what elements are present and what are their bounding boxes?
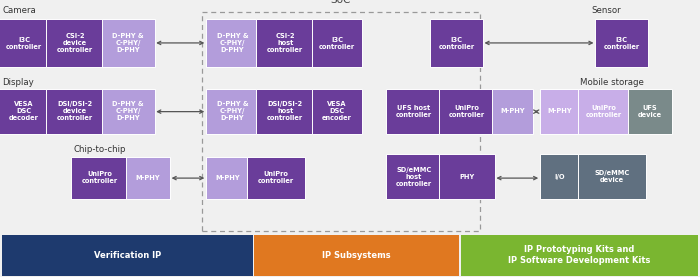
FancyBboxPatch shape xyxy=(254,235,459,276)
FancyBboxPatch shape xyxy=(540,154,580,199)
Text: IP Prototyping Kits and
IP Software Development Kits: IP Prototyping Kits and IP Software Deve… xyxy=(508,245,650,265)
Text: M-PHY: M-PHY xyxy=(500,109,525,114)
FancyBboxPatch shape xyxy=(595,19,648,67)
Text: VESA
DSC
decoder: VESA DSC decoder xyxy=(9,101,39,122)
Text: SoC: SoC xyxy=(330,0,351,5)
FancyBboxPatch shape xyxy=(2,235,253,276)
Text: I3C
controller: I3C controller xyxy=(319,37,355,50)
Text: Display: Display xyxy=(2,78,34,87)
FancyBboxPatch shape xyxy=(256,89,314,134)
FancyBboxPatch shape xyxy=(102,89,155,134)
FancyBboxPatch shape xyxy=(628,89,672,134)
Text: IP Subsystems: IP Subsystems xyxy=(322,251,391,260)
FancyBboxPatch shape xyxy=(0,89,49,134)
FancyBboxPatch shape xyxy=(102,19,155,67)
Text: I3C
controller: I3C controller xyxy=(438,37,475,50)
Text: D-PHY &
C-PHY/
D-PHY: D-PHY & C-PHY/ D-PHY xyxy=(216,33,248,53)
FancyBboxPatch shape xyxy=(386,154,442,199)
FancyBboxPatch shape xyxy=(540,89,580,134)
Text: CSI-2
device
controller: CSI-2 device controller xyxy=(57,33,93,53)
Text: Mobile storage: Mobile storage xyxy=(580,78,643,87)
FancyBboxPatch shape xyxy=(439,154,495,199)
Text: UFS
device: UFS device xyxy=(638,105,662,118)
Text: SD/eMMC
device: SD/eMMC device xyxy=(594,170,629,183)
Text: UniPro
controller: UniPro controller xyxy=(82,171,118,184)
FancyBboxPatch shape xyxy=(206,89,259,134)
Text: I/O: I/O xyxy=(554,174,566,179)
FancyBboxPatch shape xyxy=(206,157,250,199)
Text: CSI-2
host
controller: CSI-2 host controller xyxy=(267,33,303,53)
Text: Sensor: Sensor xyxy=(592,6,621,15)
FancyBboxPatch shape xyxy=(247,157,305,199)
FancyBboxPatch shape xyxy=(386,89,442,134)
Text: DSI/DSI-2
host
controller: DSI/DSI-2 host controller xyxy=(267,101,303,122)
Text: UniPro
controller: UniPro controller xyxy=(258,171,294,184)
FancyBboxPatch shape xyxy=(578,89,631,134)
FancyBboxPatch shape xyxy=(256,19,314,67)
FancyBboxPatch shape xyxy=(0,19,49,67)
Text: I3C
controller: I3C controller xyxy=(6,37,42,50)
Text: UniPro
controller: UniPro controller xyxy=(586,105,622,118)
FancyBboxPatch shape xyxy=(439,89,495,134)
Text: M-PHY: M-PHY xyxy=(216,175,240,181)
Text: I3C
controller: I3C controller xyxy=(603,37,640,50)
Text: D-PHY &
C-PHY/
D-PHY: D-PHY & C-PHY/ D-PHY xyxy=(216,101,248,122)
Text: Verification IP: Verification IP xyxy=(94,251,161,260)
Text: M-PHY: M-PHY xyxy=(547,109,573,114)
Text: UFS host
controller: UFS host controller xyxy=(395,105,432,118)
Text: PHY: PHY xyxy=(459,174,475,179)
FancyBboxPatch shape xyxy=(578,154,646,199)
FancyBboxPatch shape xyxy=(46,89,104,134)
Text: SD/eMMC
host
controller: SD/eMMC host controller xyxy=(395,166,432,187)
FancyBboxPatch shape xyxy=(312,19,362,67)
Text: Camera: Camera xyxy=(2,6,36,15)
FancyBboxPatch shape xyxy=(126,157,170,199)
Text: UniPro
controller: UniPro controller xyxy=(449,105,485,118)
FancyBboxPatch shape xyxy=(46,19,104,67)
FancyBboxPatch shape xyxy=(71,157,129,199)
FancyBboxPatch shape xyxy=(430,19,483,67)
FancyBboxPatch shape xyxy=(461,235,698,276)
Text: Chip-to-chip: Chip-to-chip xyxy=(74,145,126,154)
Text: D-PHY &
C-PHY/
D-PHY: D-PHY & C-PHY/ D-PHY xyxy=(112,101,144,122)
FancyBboxPatch shape xyxy=(492,89,533,134)
Text: VESA
DSC
encoder: VESA DSC encoder xyxy=(322,101,352,122)
Text: DSI/DSI-2
device
controller: DSI/DSI-2 device controller xyxy=(57,101,93,122)
Text: D-PHY &
C-PHY/
D-PHY: D-PHY & C-PHY/ D-PHY xyxy=(112,33,144,53)
Text: M-PHY: M-PHY xyxy=(136,175,160,181)
FancyBboxPatch shape xyxy=(312,89,362,134)
FancyBboxPatch shape xyxy=(206,19,259,67)
